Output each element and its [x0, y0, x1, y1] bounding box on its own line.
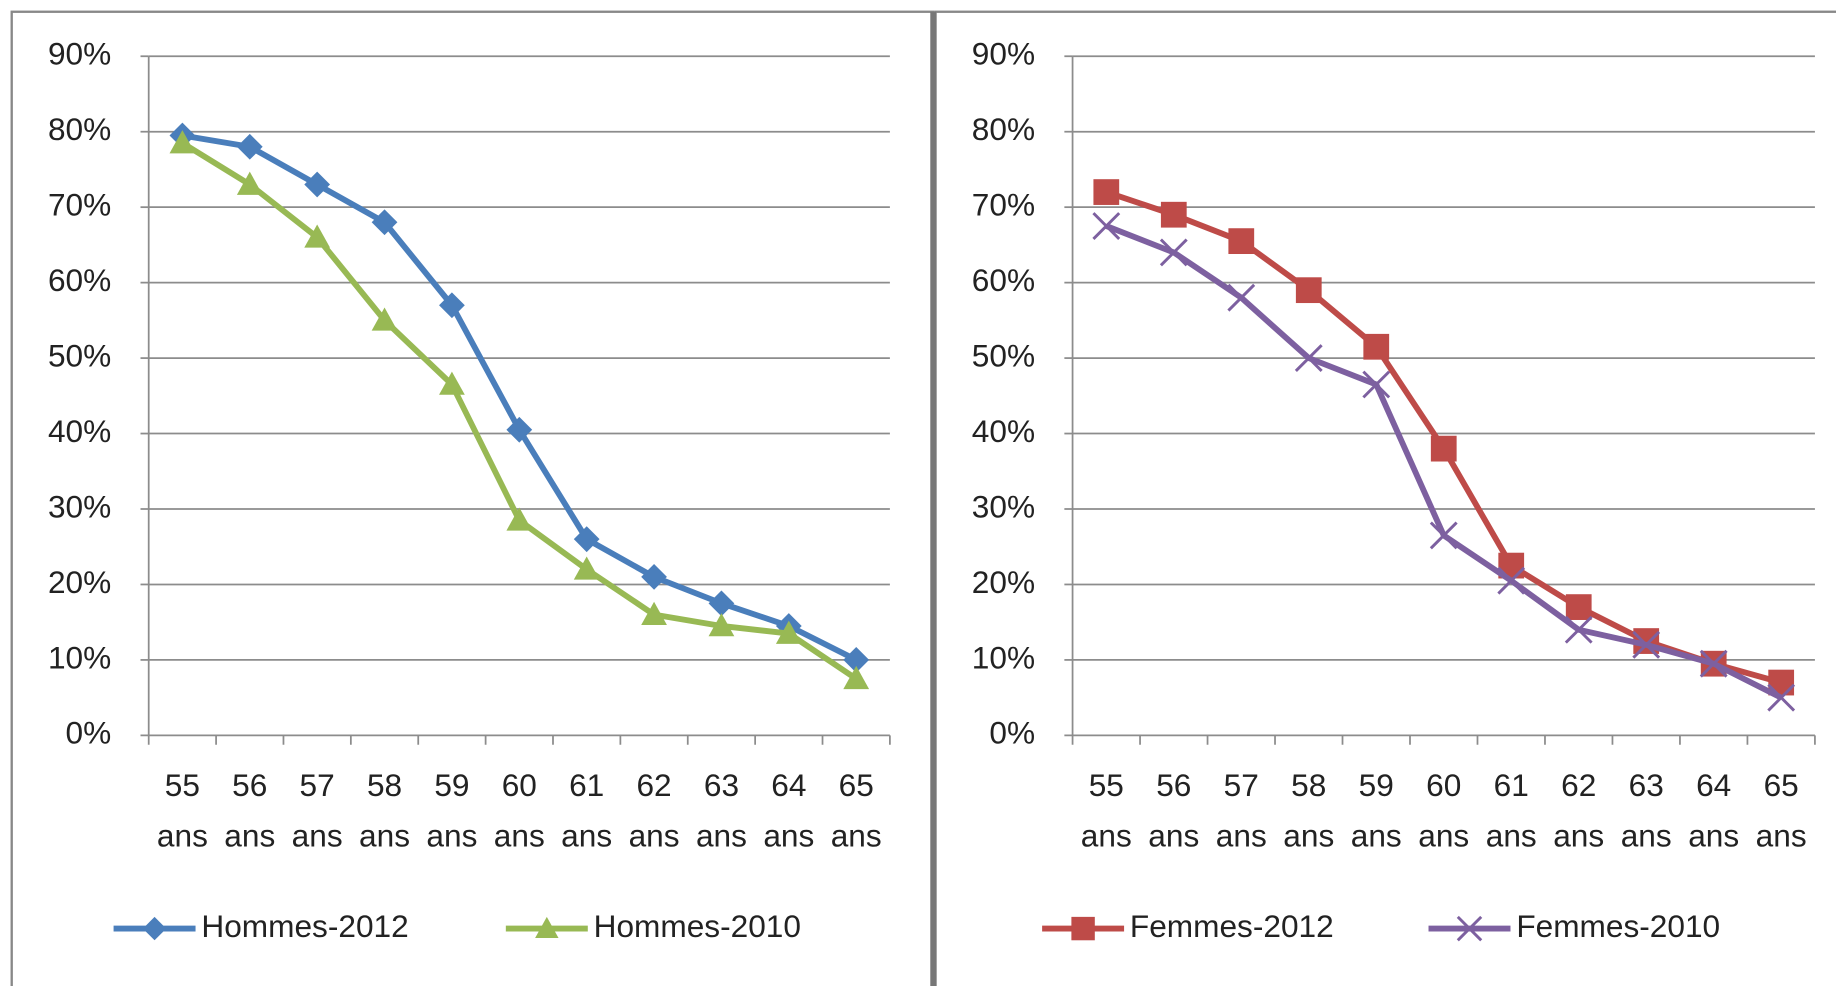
marker — [236, 133, 263, 160]
x-tick-label: 63 ans — [1621, 767, 1672, 853]
y-tick-label: 80% — [972, 111, 1035, 147]
marker — [1295, 277, 1322, 304]
marker — [1699, 649, 1728, 678]
marker — [843, 665, 870, 690]
x-tick-label: 56 ans — [224, 767, 275, 853]
y-tick-label: 50% — [972, 337, 1035, 373]
x-tick-label: 57 ans — [292, 767, 343, 853]
marker — [1159, 238, 1188, 267]
y-tick-label: 60% — [48, 262, 111, 298]
marker — [1227, 283, 1256, 312]
series-line — [1105, 223, 1783, 701]
x-tick-label: 65 ans — [1756, 767, 1807, 853]
marker — [506, 416, 533, 443]
x-tick-label: 58 ans — [1283, 767, 1334, 853]
legend-label: Hommes-2012 — [201, 908, 408, 944]
x-tick-label: 57 ans — [1216, 767, 1267, 853]
x-tick-label: 60 ans — [494, 767, 545, 853]
y-tick-label: 10% — [48, 639, 111, 675]
marker — [573, 526, 600, 553]
y-tick-label: 20% — [48, 564, 111, 600]
y-tick-label: 0% — [66, 715, 112, 751]
x-tick-label: 61 ans — [1486, 767, 1537, 853]
y-tick-label: 40% — [972, 413, 1035, 449]
marker — [506, 507, 533, 531]
y-tick-label: 70% — [972, 187, 1035, 223]
x-tick-label: 55 ans — [1081, 767, 1132, 853]
x-tick-label: 60 ans — [1418, 767, 1469, 853]
marker — [142, 916, 167, 941]
marker — [708, 613, 735, 637]
y-tick-label: 10% — [972, 639, 1035, 675]
marker — [708, 590, 735, 617]
marker — [573, 556, 600, 580]
marker — [1160, 201, 1187, 228]
y-tick-label: 90% — [972, 36, 1035, 72]
marker — [535, 916, 559, 938]
marker — [1363, 333, 1390, 360]
y-tick-label: 50% — [48, 337, 111, 373]
marker — [1456, 915, 1483, 942]
x-tick-label: 62 ans — [629, 767, 680, 853]
marker — [304, 171, 331, 198]
marker — [1429, 521, 1458, 550]
x-tick-label: 61 ans — [561, 767, 612, 853]
x-tick-label: 59 ans — [1351, 767, 1402, 853]
y-tick-label: 0% — [989, 715, 1035, 751]
y-tick-label: 60% — [972, 262, 1035, 298]
x-tick-label: 62 ans — [1553, 767, 1604, 853]
y-tick-label: 30% — [972, 488, 1035, 524]
y-tick-label: 80% — [48, 111, 111, 147]
marker — [843, 647, 870, 673]
x-tick-label: 58 ans — [359, 767, 410, 853]
marker — [1564, 615, 1593, 644]
x-tick-label: 64 ans — [1688, 767, 1739, 853]
marker — [236, 171, 263, 195]
marker — [1497, 566, 1526, 595]
y-tick-label: 90% — [48, 36, 111, 72]
y-tick-label: 70% — [48, 187, 111, 223]
x-tick-label: 64 ans — [763, 767, 814, 853]
y-tick-label: 40% — [48, 413, 111, 449]
marker — [1071, 916, 1095, 941]
marker — [304, 224, 331, 248]
marker — [1093, 179, 1120, 205]
x-tick-label: 55 ans — [157, 767, 208, 853]
marker — [1092, 212, 1121, 240]
legend-label: Hommes-2010 — [594, 908, 801, 944]
x-tick-label: 65 ans — [831, 767, 882, 853]
y-tick-label: 30% — [48, 488, 111, 524]
marker — [1430, 435, 1457, 462]
marker — [1632, 630, 1661, 659]
marker — [371, 307, 398, 331]
marker — [1294, 344, 1323, 372]
marker — [439, 371, 465, 395]
series-line — [180, 140, 858, 682]
marker — [1228, 228, 1255, 255]
y-tick-label: 20% — [972, 564, 1035, 600]
marker — [641, 601, 667, 625]
marker — [775, 620, 802, 644]
marker — [1565, 594, 1592, 620]
legend-label: Femmes-2010 — [1516, 908, 1720, 944]
marker — [1362, 370, 1391, 399]
x-tick-label: 63 ans — [696, 767, 747, 853]
x-tick-label: 56 ans — [1148, 767, 1199, 853]
x-tick-label: 59 ans — [426, 767, 477, 853]
marker — [169, 130, 196, 154]
legend-label: Femmes-2012 — [1130, 908, 1334, 944]
marker — [1767, 683, 1796, 712]
marker — [371, 209, 398, 236]
marker — [641, 564, 667, 590]
